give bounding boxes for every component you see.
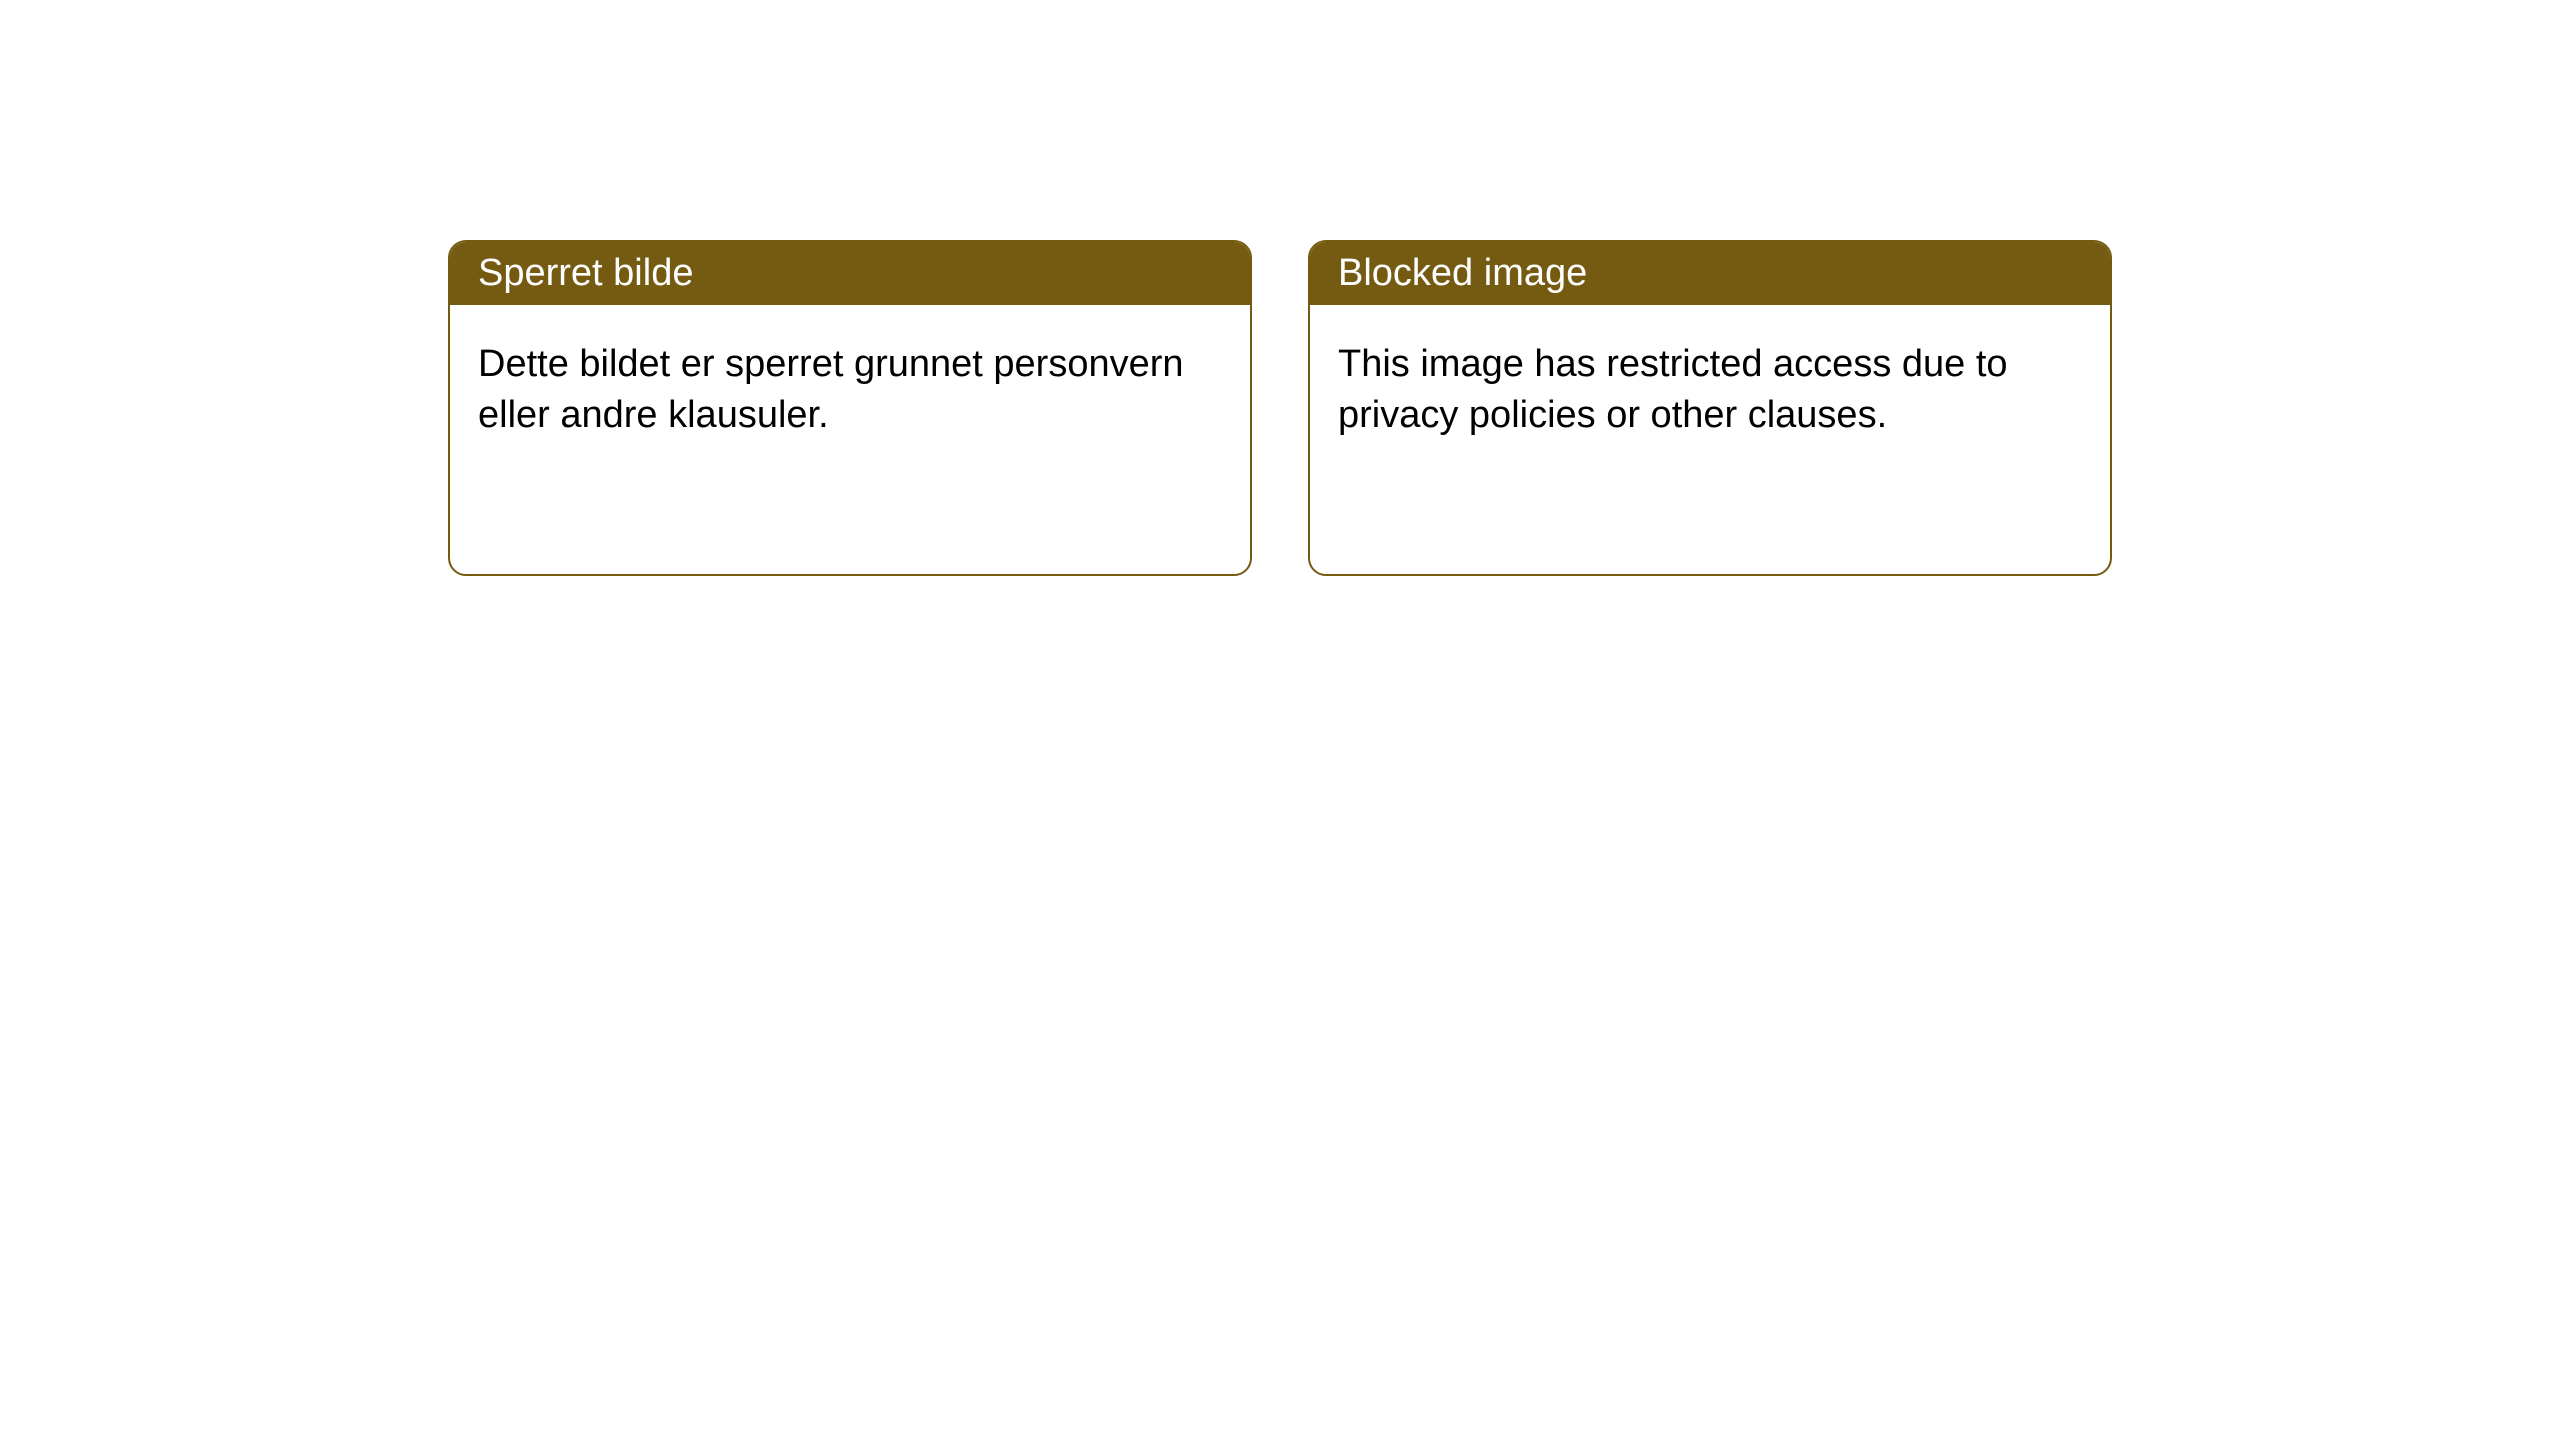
notice-container: Sperret bilde Dette bildet er sperret gr… [0,0,2560,576]
notice-card-body-en: This image has restricted access due to … [1310,305,2110,476]
notice-card-en: Blocked image This image has restricted … [1308,240,2112,576]
notice-card-no: Sperret bilde Dette bildet er sperret gr… [448,240,1252,576]
notice-card-title-en: Blocked image [1310,242,2110,305]
notice-card-body-no: Dette bildet er sperret grunnet personve… [450,305,1250,476]
notice-card-title-no: Sperret bilde [450,242,1250,305]
